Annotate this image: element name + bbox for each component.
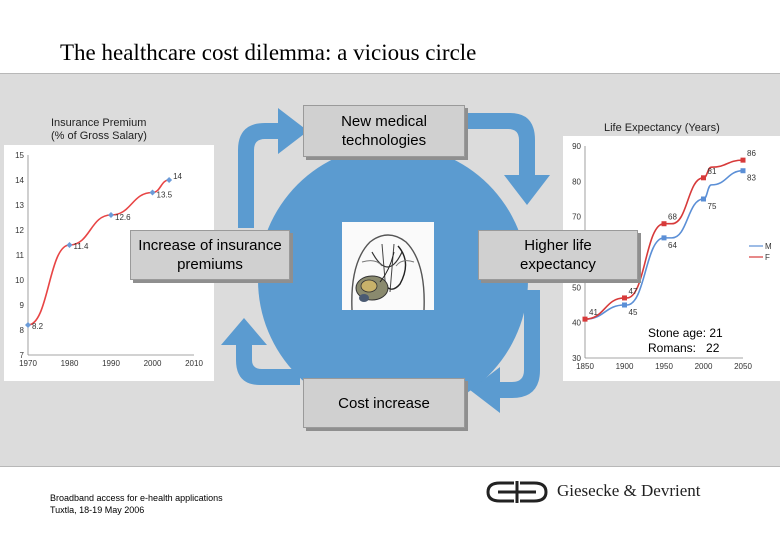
y-tick-label: 30 xyxy=(572,354,581,363)
x-tick-label: 1970 xyxy=(19,359,37,368)
data-label: 11.4 xyxy=(74,242,90,251)
x-tick-label: 1990 xyxy=(102,359,120,368)
series-line xyxy=(27,179,170,326)
left-chart-label-line2: (% of Gross Salary) xyxy=(51,130,147,142)
new-medical-technologies-text: New medical technologies xyxy=(341,113,427,149)
left-chart-label: Insurance Premium (% of Gross Salary) xyxy=(51,117,147,143)
y-tick-label: 14 xyxy=(15,176,24,185)
arrow-bottom-left xyxy=(221,318,300,385)
data-label: 68 xyxy=(668,213,677,222)
data-point xyxy=(622,302,627,308)
data-label: 14 xyxy=(173,172,182,181)
y-tick-label: 10 xyxy=(15,276,24,285)
increase-premiums-text: Increase of insurance premiums xyxy=(138,237,282,273)
y-tick-label: 40 xyxy=(572,319,581,328)
data-label: 83 xyxy=(747,174,756,183)
x-tick-label: 2000 xyxy=(695,362,713,371)
y-tick-label: 70 xyxy=(572,213,581,222)
data-point xyxy=(701,175,706,181)
x-tick-label: 2010 xyxy=(185,359,203,368)
data-label: 41 xyxy=(589,308,598,317)
ancient-life-expectancy-note: Stone age: 21 Romans: 22 xyxy=(648,326,723,356)
y-tick-label: 90 xyxy=(572,142,581,151)
data-label: 64 xyxy=(668,241,677,250)
data-point xyxy=(701,196,706,202)
data-label: 45 xyxy=(629,308,638,317)
higher-life-expectancy-text: Higher life expectancy xyxy=(520,237,596,273)
y-tick-label: 7 xyxy=(20,351,25,360)
data-point xyxy=(661,235,667,241)
y-tick-label: 12 xyxy=(15,226,24,235)
data-point xyxy=(582,316,588,322)
y-tick-label: 50 xyxy=(572,283,581,292)
right-chart-label: Life Expectancy (Years) xyxy=(604,122,720,134)
footer-event-date: Tuxtla, 18-19 May 2006 xyxy=(50,505,145,515)
data-point xyxy=(25,322,31,328)
x-tick-label: 1950 xyxy=(655,362,673,371)
legend-label: M xyxy=(765,242,772,251)
legend-label: F xyxy=(765,253,770,262)
footer: Broadband access for e-health applicatio… xyxy=(50,492,223,516)
cost-increase-box: Cost increase xyxy=(303,378,465,428)
x-tick-label: 1980 xyxy=(61,359,79,368)
romans-text: Romans: 22 xyxy=(648,341,720,355)
company-logo: Giesecke & Devrient xyxy=(484,479,744,505)
data-label: 86 xyxy=(747,149,756,158)
data-point xyxy=(149,189,156,196)
data-point xyxy=(166,177,173,183)
y-tick-label: 11 xyxy=(16,251,25,260)
xray-pacemaker-image xyxy=(342,222,434,311)
y-tick-label: 13 xyxy=(15,201,24,210)
data-label: 13.5 xyxy=(157,191,173,200)
higher-life-expectancy-box: Higher life expectancy xyxy=(478,230,638,280)
x-tick-label: 2050 xyxy=(734,362,752,371)
x-tick-label: 1850 xyxy=(576,362,594,371)
data-point xyxy=(740,157,746,163)
arrow-bottom-right xyxy=(470,290,540,413)
y-tick-label: 80 xyxy=(572,177,581,186)
data-point xyxy=(622,295,627,301)
x-tick-label: 1900 xyxy=(616,362,634,371)
increase-premiums-box: Increase of insurance premiums xyxy=(130,230,290,280)
xray-illustration xyxy=(342,222,434,311)
data-label: 12.6 xyxy=(115,213,131,222)
footer-event-title: Broadband access for e-health applicatio… xyxy=(50,493,223,503)
data-point xyxy=(66,242,73,248)
left-chart-label-line1: Insurance Premium xyxy=(51,117,147,129)
new-medical-technologies-box: New medical technologies xyxy=(303,105,465,157)
data-label: 81 xyxy=(708,167,717,176)
data-point xyxy=(740,168,746,174)
arrow-top-right xyxy=(468,113,550,205)
data-label: 47 xyxy=(629,287,638,296)
logo-mark-icon xyxy=(486,481,548,503)
cost-increase-text: Cost increase xyxy=(338,394,430,412)
x-tick-label: 2000 xyxy=(144,359,162,368)
page-title: The healthcare cost dilemma: a vicious c… xyxy=(60,40,477,65)
y-tick-label: 8 xyxy=(20,326,25,335)
data-label: 8.2 xyxy=(32,322,44,331)
data-point xyxy=(108,212,114,218)
stone-age-text: Stone age: 21 xyxy=(648,326,723,340)
logo-text: Giesecke & Devrient xyxy=(557,481,701,500)
arrow-top-left xyxy=(238,108,308,228)
y-tick-label: 9 xyxy=(20,301,25,310)
data-point xyxy=(661,221,667,227)
y-tick-label: 15 xyxy=(15,151,24,160)
data-label: 75 xyxy=(708,202,717,211)
